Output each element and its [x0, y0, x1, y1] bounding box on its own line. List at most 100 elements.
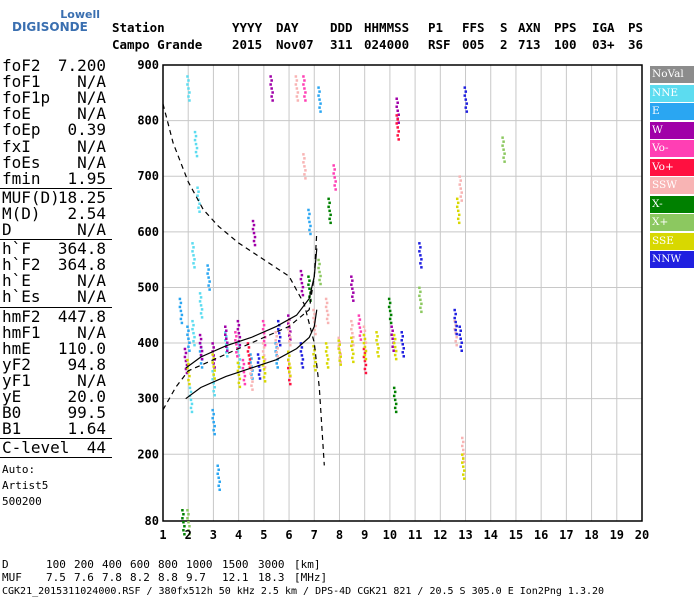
- data-point: [324, 350, 328, 353]
- data-point: [301, 285, 305, 289]
- data-point: [180, 313, 184, 317]
- data-point: [326, 366, 330, 369]
- data-point: [262, 339, 266, 343]
- data-point: [307, 275, 310, 278]
- data-point: [462, 440, 465, 444]
- data-point: [328, 217, 331, 221]
- header-field: P1: [428, 20, 444, 35]
- data-point: [211, 361, 214, 364]
- data-point: [328, 201, 331, 205]
- data-point: [299, 350, 303, 353]
- data-point: [199, 304, 203, 307]
- data-point: [392, 341, 396, 345]
- param-row: h`E N/A: [0, 273, 108, 289]
- data-point: [200, 316, 204, 319]
- data-point: [458, 325, 461, 328]
- data-point: [457, 221, 461, 225]
- y-tick-label: 80: [145, 514, 159, 528]
- data-point: [275, 362, 278, 365]
- param-key: foF1p: [2, 88, 51, 108]
- data-point: [395, 105, 398, 108]
- data-point: [461, 444, 464, 448]
- auto-line: 500200: [2, 495, 42, 509]
- data-point: [183, 533, 186, 536]
- data-point: [184, 367, 188, 371]
- data-point: [287, 322, 290, 325]
- data-point: [302, 161, 305, 164]
- param-value: N/A: [77, 220, 106, 239]
- data-point: [314, 332, 317, 336]
- data-point: [324, 297, 328, 301]
- data-point: [455, 332, 458, 336]
- data-point: [261, 327, 265, 331]
- data-point: [187, 370, 190, 374]
- legend-item: E: [650, 103, 694, 120]
- data-point: [313, 356, 316, 360]
- legend-item: NNE: [650, 84, 694, 102]
- data-point: [462, 457, 465, 460]
- data-point: [247, 354, 251, 357]
- data-point: [207, 276, 210, 279]
- data-point: [300, 273, 304, 277]
- header-field: HHMMSS: [364, 20, 410, 35]
- data-point: [194, 134, 198, 138]
- y-tick-label: 800: [137, 114, 159, 128]
- data-point: [465, 110, 469, 113]
- data-point: [391, 345, 394, 348]
- data-point: [235, 335, 238, 338]
- logo-line2: DIGISONDE: [12, 20, 88, 34]
- param-key: B1: [2, 419, 22, 439]
- data-point: [271, 91, 274, 94]
- footer-value: 1500: [222, 558, 249, 571]
- param-key: B0: [2, 403, 22, 423]
- x-tick-label: 3: [210, 528, 217, 542]
- data-point: [225, 329, 228, 332]
- data-point: [454, 312, 457, 316]
- data-point: [362, 347, 366, 351]
- data-point: [358, 334, 362, 337]
- data-point: [455, 343, 458, 347]
- data-point: [186, 75, 189, 78]
- data-point: [211, 342, 214, 345]
- param-row: fxI N/A: [0, 138, 108, 155]
- data-point: [352, 360, 355, 364]
- x-tick-label: 6: [285, 528, 292, 542]
- data-point: [300, 354, 304, 357]
- footer-value: 800: [158, 558, 178, 571]
- param-row: foE N/A: [0, 106, 108, 122]
- data-point: [199, 337, 203, 341]
- data-point: [363, 353, 367, 357]
- param-key: MUF(D): [2, 187, 60, 207]
- data-point: [463, 469, 466, 472]
- param-key: foF1: [2, 72, 41, 92]
- data-point: [212, 412, 215, 416]
- data-point: [420, 258, 423, 261]
- param-value: 20.0: [67, 387, 106, 406]
- data-point: [393, 345, 397, 349]
- header-field: 36: [628, 37, 644, 52]
- data-point: [179, 309, 183, 313]
- data-point: [212, 346, 215, 349]
- data-point: [185, 363, 189, 367]
- data-point: [287, 358, 290, 362]
- data-point: [351, 348, 354, 352]
- legend-item: X+: [650, 214, 694, 231]
- data-point: [325, 309, 329, 313]
- data-point: [329, 221, 332, 225]
- data-point: [332, 164, 335, 167]
- data-point: [352, 352, 355, 356]
- data-point: [362, 325, 366, 328]
- data-point: [325, 362, 329, 365]
- data-point: [258, 377, 262, 380]
- data-point: [460, 199, 463, 202]
- data-point: [460, 349, 463, 352]
- data-point: [188, 341, 191, 344]
- data-point: [206, 272, 209, 275]
- data-point: [389, 313, 393, 317]
- data-point: [252, 223, 256, 227]
- x-tick-label: 15: [509, 528, 523, 542]
- data-point: [327, 205, 330, 209]
- data-point: [212, 428, 215, 432]
- data-point: [242, 370, 246, 374]
- param-value: 447.8: [57, 306, 106, 326]
